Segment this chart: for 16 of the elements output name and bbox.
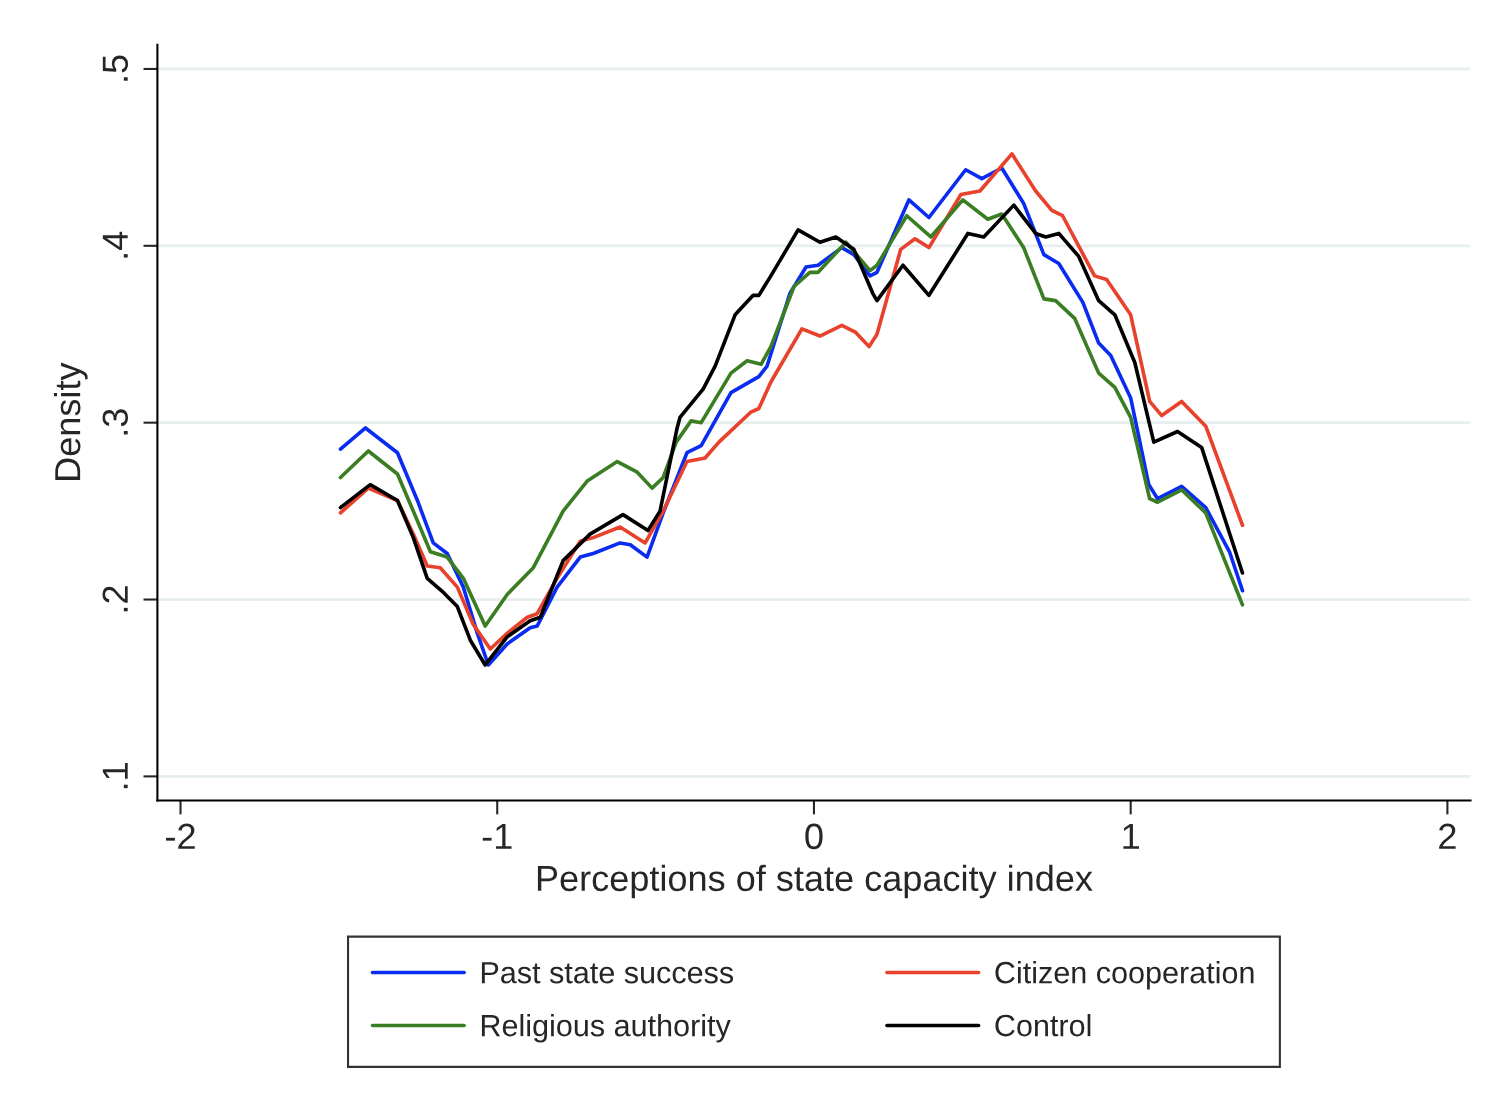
x-tick-label: 1 — [1123, 823, 1139, 849]
y-tick-label: .2 — [102, 586, 128, 612]
y-axis-title: Density — [53, 362, 88, 480]
legend-label: Religious authority — [481, 1013, 731, 1043]
y-tick-label: .5 — [102, 55, 129, 81]
y-tick-label: .1 — [102, 763, 128, 789]
x-tick-label: -2 — [166, 823, 195, 849]
x-tick-label: -1 — [482, 823, 512, 849]
legend-label: Past state success — [481, 962, 734, 984]
y-tick-label: .4 — [102, 231, 128, 258]
x-axis-title: Perceptions of state capacity index — [537, 864, 1093, 899]
legend-label: Control — [995, 1013, 1091, 1037]
legend-label: Citizen cooperation — [995, 961, 1254, 990]
x-tick-label: 2 — [1439, 823, 1456, 849]
x-tick-label: 0 — [805, 823, 823, 850]
y-tick-label: .3 — [102, 409, 129, 435]
